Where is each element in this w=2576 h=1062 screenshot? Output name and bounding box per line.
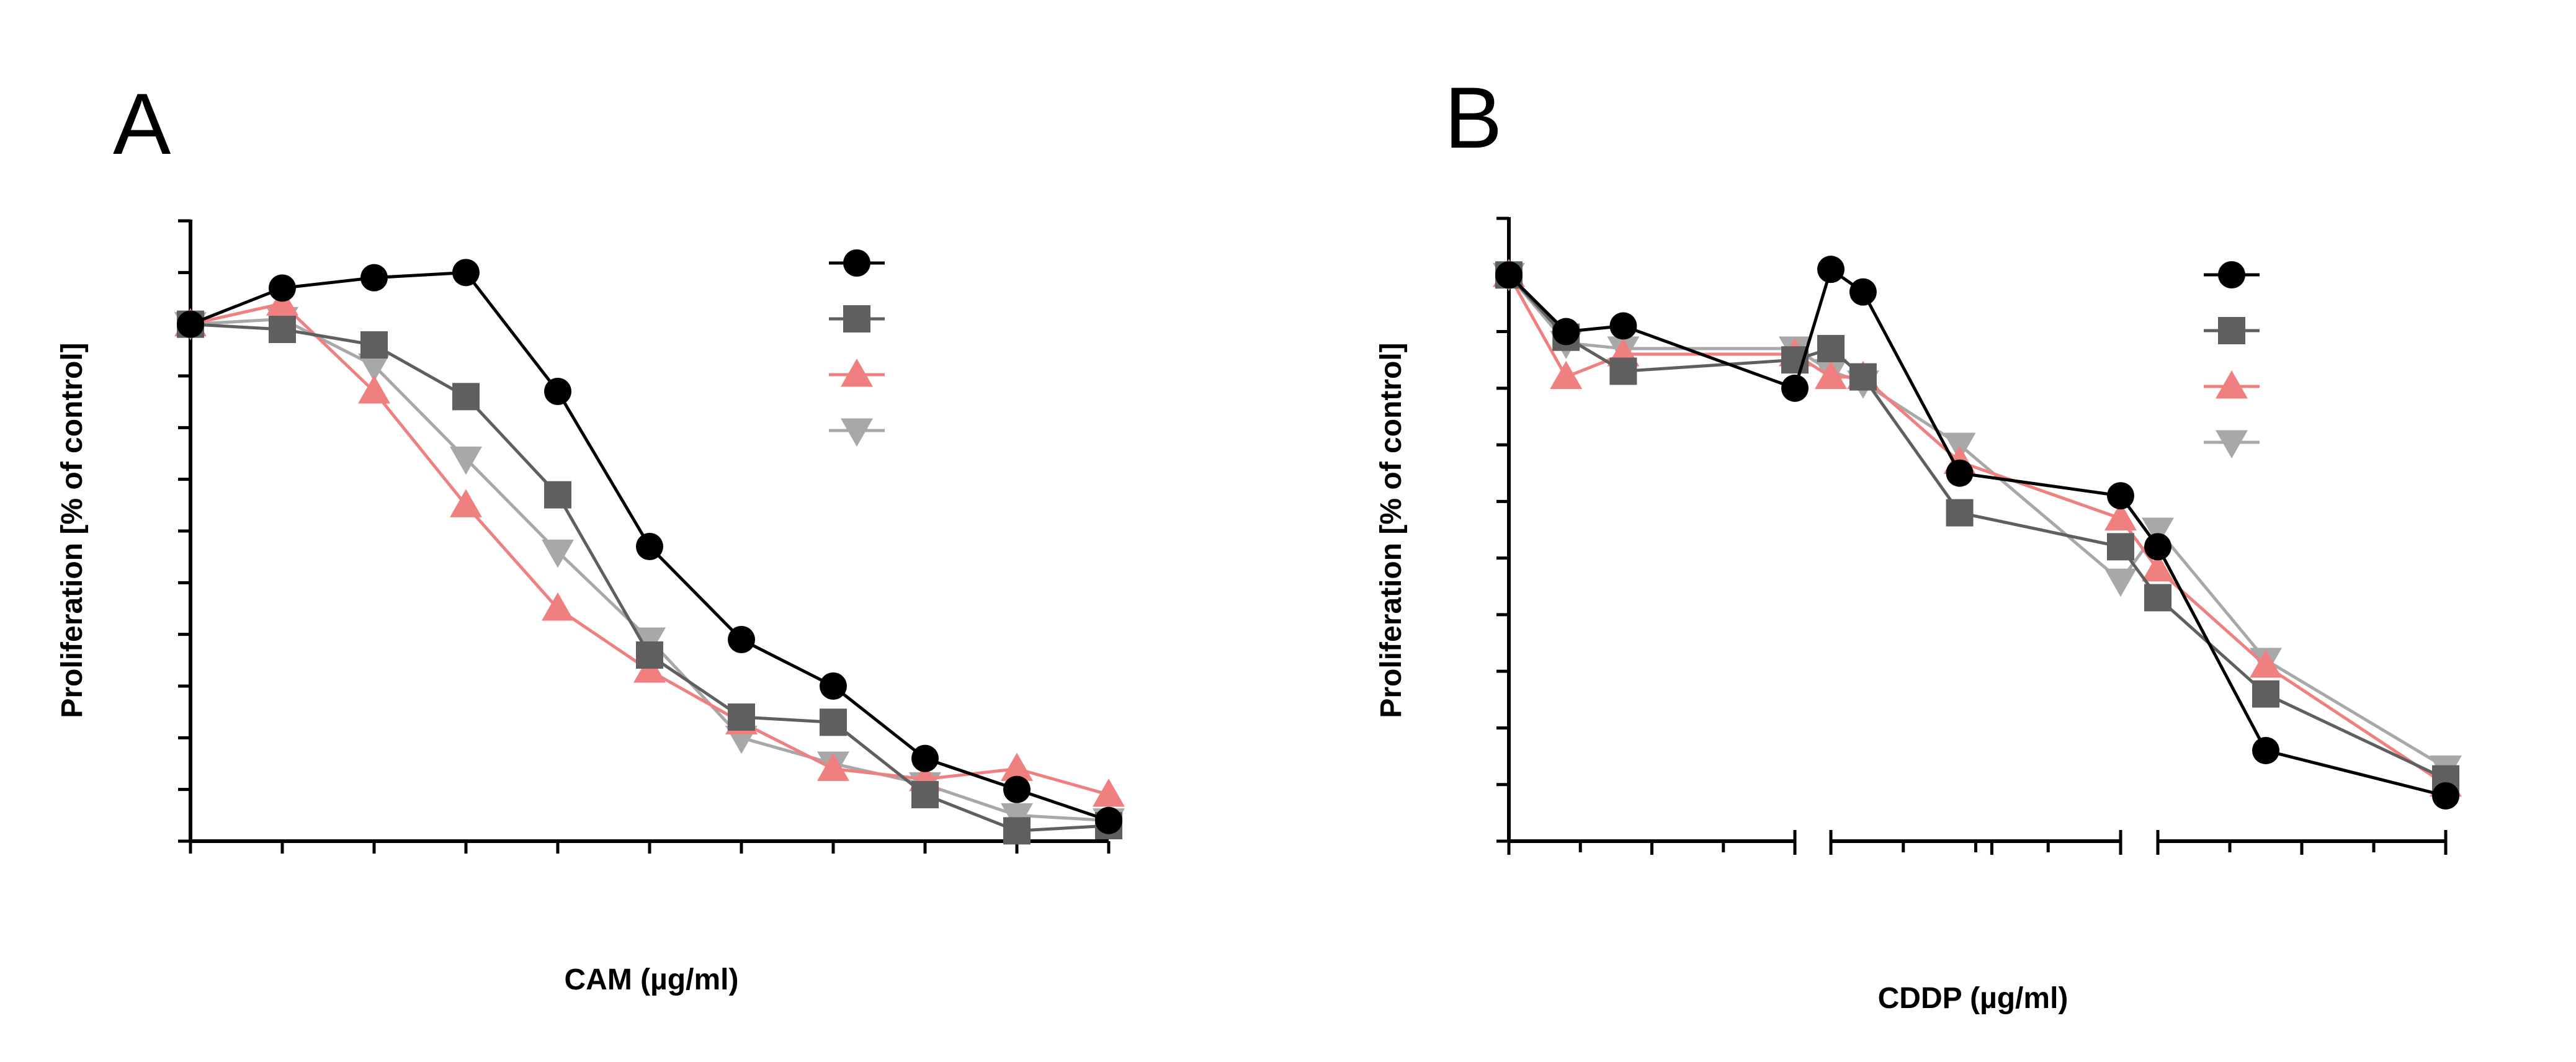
panel-b-point-mda-md-468-8 — [2142, 517, 2174, 546]
panel-b-point-t47d-6 — [1946, 499, 1974, 527]
panel-a-point-mda-md-231-7 — [817, 752, 849, 781]
panel-b-point-mcf7-1 — [1552, 318, 1580, 346]
panel-b-point-t47d-7 — [2107, 533, 2134, 561]
panel-a-point-mda-md-468-2 — [358, 353, 390, 382]
panel-a-point-mda-md-231-3 — [450, 489, 482, 517]
panel-b-point-t47d-4 — [1817, 334, 1845, 362]
panel-b-point-mcf7-3 — [1781, 374, 1809, 402]
panel-b-point-mcf7-6 — [1946, 459, 1974, 487]
panel-b-point-mcf7-0 — [1495, 261, 1523, 289]
panel-b-legend-marker-mda-md-468 — [2216, 430, 2248, 458]
panel-b-point-mcf7-9 — [2252, 736, 2279, 764]
panel-b-point-t47d-8 — [2144, 584, 2171, 612]
panel-a-point-mcf7-10 — [1095, 806, 1122, 834]
panel-a-point-mda-md-231-2 — [358, 375, 390, 404]
panel-a-point-t47d-3 — [452, 383, 480, 411]
panel-b-point-mcf7-5 — [1849, 278, 1877, 306]
panel-a-point-mda-md-231-4 — [542, 592, 574, 621]
panel-a-legend-marker-t47d — [843, 305, 870, 332]
panel-a-line-t47d — [190, 323, 1109, 832]
panel-b-series — [1493, 256, 2462, 810]
panel-a-point-mcf7-8 — [911, 744, 939, 772]
panel-a-point-t47d-8 — [911, 781, 939, 808]
panel-a-point-mcf7-5 — [636, 533, 663, 560]
panel-a-point-mda-md-468-4 — [542, 539, 574, 568]
panel-a-point-mcf7-2 — [360, 264, 388, 292]
panel-b-axes — [1496, 216, 2448, 855]
panel-b-legend-marker-mda-md-231 — [2216, 370, 2248, 399]
panel-a-point-mcf7-1 — [269, 274, 296, 302]
panel-b-point-mda-md-231-9 — [2250, 649, 2282, 678]
panel-b-point-mda-md-231-4 — [1815, 360, 1847, 390]
panel-b-legend — [2204, 261, 2260, 458]
panel-a-legend-marker-mcf7 — [843, 249, 870, 277]
panel-b-point-mda-md-231-8 — [2142, 553, 2174, 582]
panel-b-y-axis-title: Proliferation [% of control] — [1375, 342, 1408, 718]
panel-b-point-t47d-2 — [1609, 357, 1637, 385]
panel-a-point-t47d-1 — [269, 316, 296, 343]
panel-b-point-mcf7-10 — [2432, 782, 2459, 810]
panel-b-line-mda-md-468 — [1508, 274, 2447, 769]
panel-a-y-axis-title: Proliferation [% of control] — [56, 342, 89, 718]
panel-b-line-mda-md-231 — [1507, 274, 2447, 786]
panel-b-point-mda-md-231-1 — [1550, 360, 1583, 390]
panel-b-point-mda-md-468-7 — [2104, 568, 2137, 597]
panel-b-point-mda-md-231-7 — [2104, 502, 2137, 531]
panel-a-point-mcf7-0 — [177, 310, 204, 338]
panel-b-point-t47d-5 — [1849, 363, 1877, 391]
panel-b-point-mcf7-8 — [2144, 533, 2171, 561]
panel-a-legend-marker-mda-md-468 — [841, 418, 873, 447]
panel-a-point-mcf7-3 — [452, 259, 480, 287]
panel-b: B CDDP (µg/ml) Proliferation [% of contr… — [1375, 69, 2462, 1015]
panel-a-point-t47d-2 — [360, 331, 388, 359]
panel-b-point-mcf7-2 — [1609, 312, 1637, 340]
panel-a-point-mcf7-6 — [728, 626, 755, 653]
panel-a-point-t47d-9 — [1003, 817, 1031, 845]
panel-b-point-mcf7-4 — [1817, 256, 1845, 283]
panel-label-a: A — [113, 75, 171, 172]
panel-a-point-t47d-5 — [636, 641, 663, 669]
panel-a-line-mda-md-468 — [190, 317, 1109, 823]
panel-a-legend-marker-mda-md-231 — [841, 359, 873, 387]
panel-a-point-t47d-6 — [728, 703, 755, 731]
panel-a-series-mcf7 — [177, 259, 1122, 834]
panel-b-series-mda-md-468 — [1493, 262, 2462, 784]
panel-b-series-t47d — [1495, 261, 2459, 793]
panel-a: A CAM (µg/ml) Proliferation [% of contro… — [56, 75, 1125, 996]
panel-label-b: B — [1444, 69, 1502, 166]
panel-a-series-t47d — [177, 310, 1122, 845]
panel-a-point-mda-md-468-3 — [450, 446, 482, 475]
panel-a-point-mcf7-4 — [544, 378, 571, 405]
panel-b-series-mda-md-231 — [1493, 259, 2462, 797]
panel-b-series-mcf7 — [1495, 256, 2459, 810]
panel-a-x-axis-title: CAM (µg/ml) — [565, 963, 739, 996]
panel-a-series — [174, 259, 1125, 845]
panel-a-series-mda-md-468 — [174, 306, 1125, 837]
panel-b-legend-marker-mcf7 — [2218, 261, 2245, 288]
panel-a-point-mda-md-231-10 — [1093, 779, 1125, 807]
panel-a-point-mcf7-9 — [1003, 775, 1031, 803]
panel-b-point-mcf7-7 — [2107, 482, 2134, 510]
panel-b-point-t47d-9 — [2252, 680, 2279, 708]
panel-a-point-mcf7-7 — [820, 672, 847, 700]
panel-a-point-mda-md-231-9 — [1001, 752, 1033, 781]
panel-b-x-axis-title: CDDP (µg/ml) — [1878, 982, 2068, 1015]
panel-b-legend-marker-t47d — [2218, 317, 2245, 344]
panel-a-point-t47d-7 — [820, 708, 847, 736]
panel-b-line-t47d — [1508, 274, 2447, 780]
panel-a-point-t47d-4 — [544, 481, 571, 509]
panel-a-legend — [829, 249, 885, 447]
